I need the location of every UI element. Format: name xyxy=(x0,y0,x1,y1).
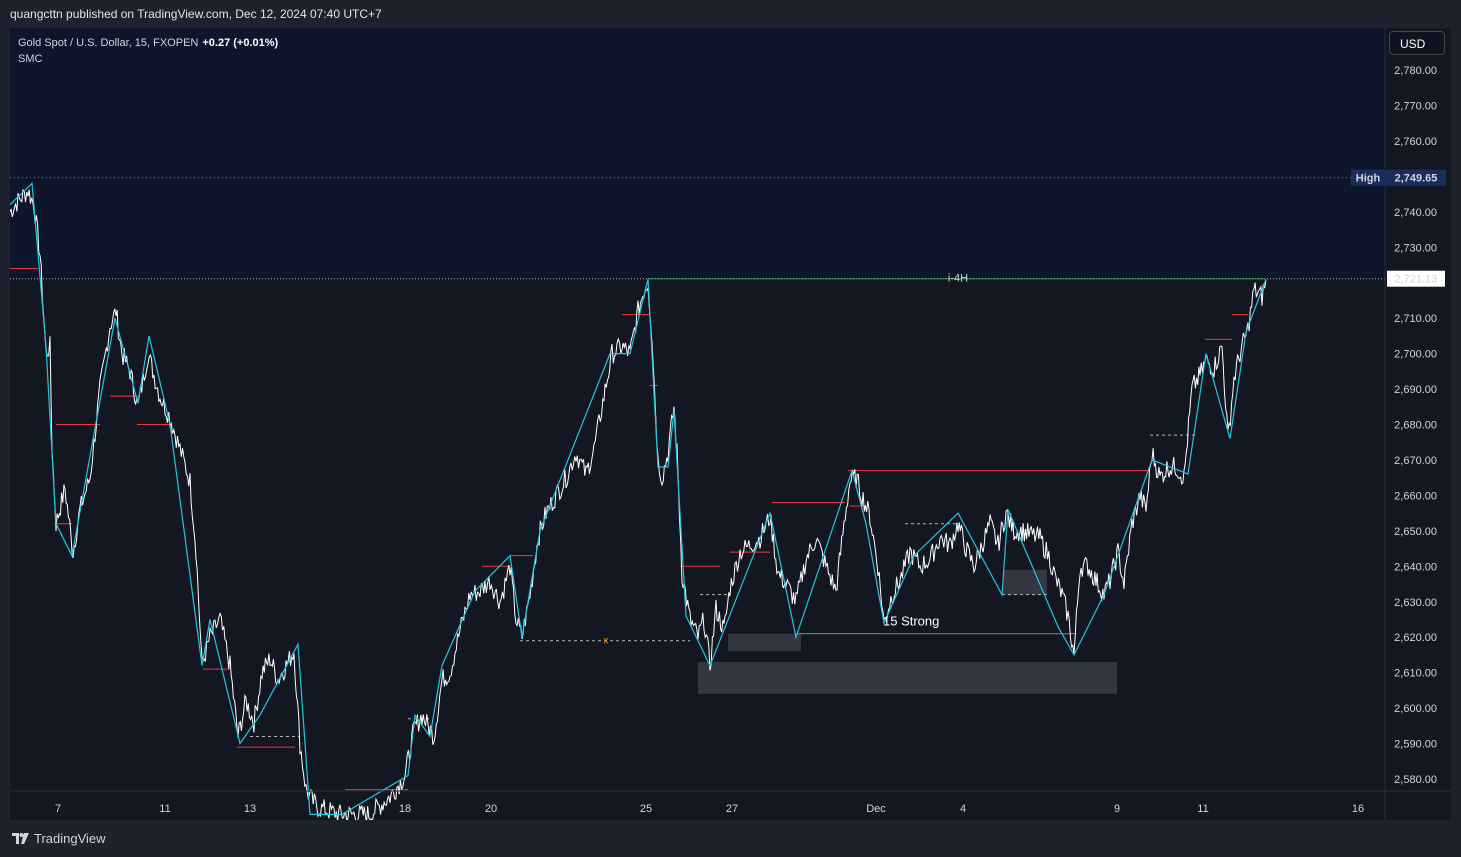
price-tick-label: 2,770.00 xyxy=(1394,100,1437,112)
time-tick-label: 7 xyxy=(55,803,61,815)
high-label-badge xyxy=(1351,169,1386,186)
price-tick-label: 2,630.00 xyxy=(1394,597,1437,609)
price-series-line xyxy=(10,188,1267,820)
tradingview-brand: TradingView xyxy=(34,831,106,846)
price-tick-label: 2,760.00 xyxy=(1394,136,1437,148)
price-tick-label: 2,730.00 xyxy=(1394,242,1437,254)
order-block-zone xyxy=(728,633,801,652)
price-tick-label: 2,740.00 xyxy=(1394,207,1437,219)
level-4h-label: i-4H xyxy=(948,273,968,285)
time-tick-label: 27 xyxy=(726,803,738,815)
chart-frame[interactable]: 2,780.00 2,770.00 2,760.00 2,740.00 2,730.00… xyxy=(10,28,1451,820)
top-bar: quangcttn published on TradingView.com, … xyxy=(0,0,1461,28)
price-tick-label: 2,580.00 xyxy=(1394,774,1437,786)
indicator-label[interactable]: SMC xyxy=(18,53,43,65)
footer-bar xyxy=(0,821,1461,857)
price-tick-label: 2,680.00 xyxy=(1394,420,1437,432)
price-tick-label: 2,640.00 xyxy=(1394,561,1437,573)
price-tick-label: 2,700.00 xyxy=(1394,349,1437,361)
zigzag-line xyxy=(10,182,1267,815)
time-tick-label: 9 xyxy=(1114,803,1120,815)
time-tick-label: Dec xyxy=(866,803,886,815)
high-value-badge xyxy=(1386,169,1446,186)
high-label: High xyxy=(1356,173,1381,185)
price-tick-label: 2,670.00 xyxy=(1394,455,1437,467)
price-tick-label: 2,600.00 xyxy=(1394,703,1437,715)
time-tick-label: 20 xyxy=(485,803,497,815)
time-tick-label: 4 xyxy=(960,803,966,815)
tradingview-logo-icon xyxy=(12,833,29,844)
symbol-title: Gold Spot / U.S. Dollar, 15, FXOPEN xyxy=(18,37,199,49)
price-change: +0.27 (+0.01%) xyxy=(202,37,279,49)
price-tick-label: 2,610.00 xyxy=(1394,668,1437,680)
price-tick-label: 2,780.00 xyxy=(1394,65,1437,77)
time-tick-label: 16 xyxy=(1352,803,1364,815)
time-tick-label: 11 xyxy=(1197,803,1208,815)
time-tick-label: 18 xyxy=(399,803,411,815)
price-tick-label: 2,710.00 xyxy=(1394,313,1437,325)
chart-canvas[interactable]: 2,780.00 2,770.00 2,760.00 2,740.00 2,730.00… xyxy=(10,28,1451,820)
publish-info: quangcttn published on TradingView.com, … xyxy=(10,7,382,21)
price-tick-label: 2,690.00 xyxy=(1394,384,1437,396)
current-price-badge xyxy=(1387,270,1445,287)
time-tick-label: 13 xyxy=(244,803,256,815)
price-tick-label: 2,650.00 xyxy=(1394,526,1437,538)
price-tick-label: 2,660.00 xyxy=(1394,490,1437,502)
price-tick-label: 2,590.00 xyxy=(1394,739,1437,751)
current-price-label: 2,721.13 xyxy=(1395,274,1438,286)
price-tick-label: 2,620.00 xyxy=(1394,632,1437,644)
strong-low-label: 15 Strong xyxy=(883,614,939,629)
sweep-marker: x xyxy=(604,636,609,647)
chart-legend: Gold Spot / U.S. Dollar, 15, FXOPEN +0.27… xyxy=(18,35,278,67)
order-block-zone xyxy=(1003,569,1047,595)
time-tick-label: 25 xyxy=(640,803,652,815)
high-value-label: 2,749.65 xyxy=(1395,173,1438,185)
currency-button[interactable]: USD xyxy=(1389,31,1445,55)
time-tick-label: 11 xyxy=(159,803,170,815)
tradingview-logo[interactable]: TradingView xyxy=(12,831,106,846)
order-block-zone xyxy=(698,662,1117,694)
